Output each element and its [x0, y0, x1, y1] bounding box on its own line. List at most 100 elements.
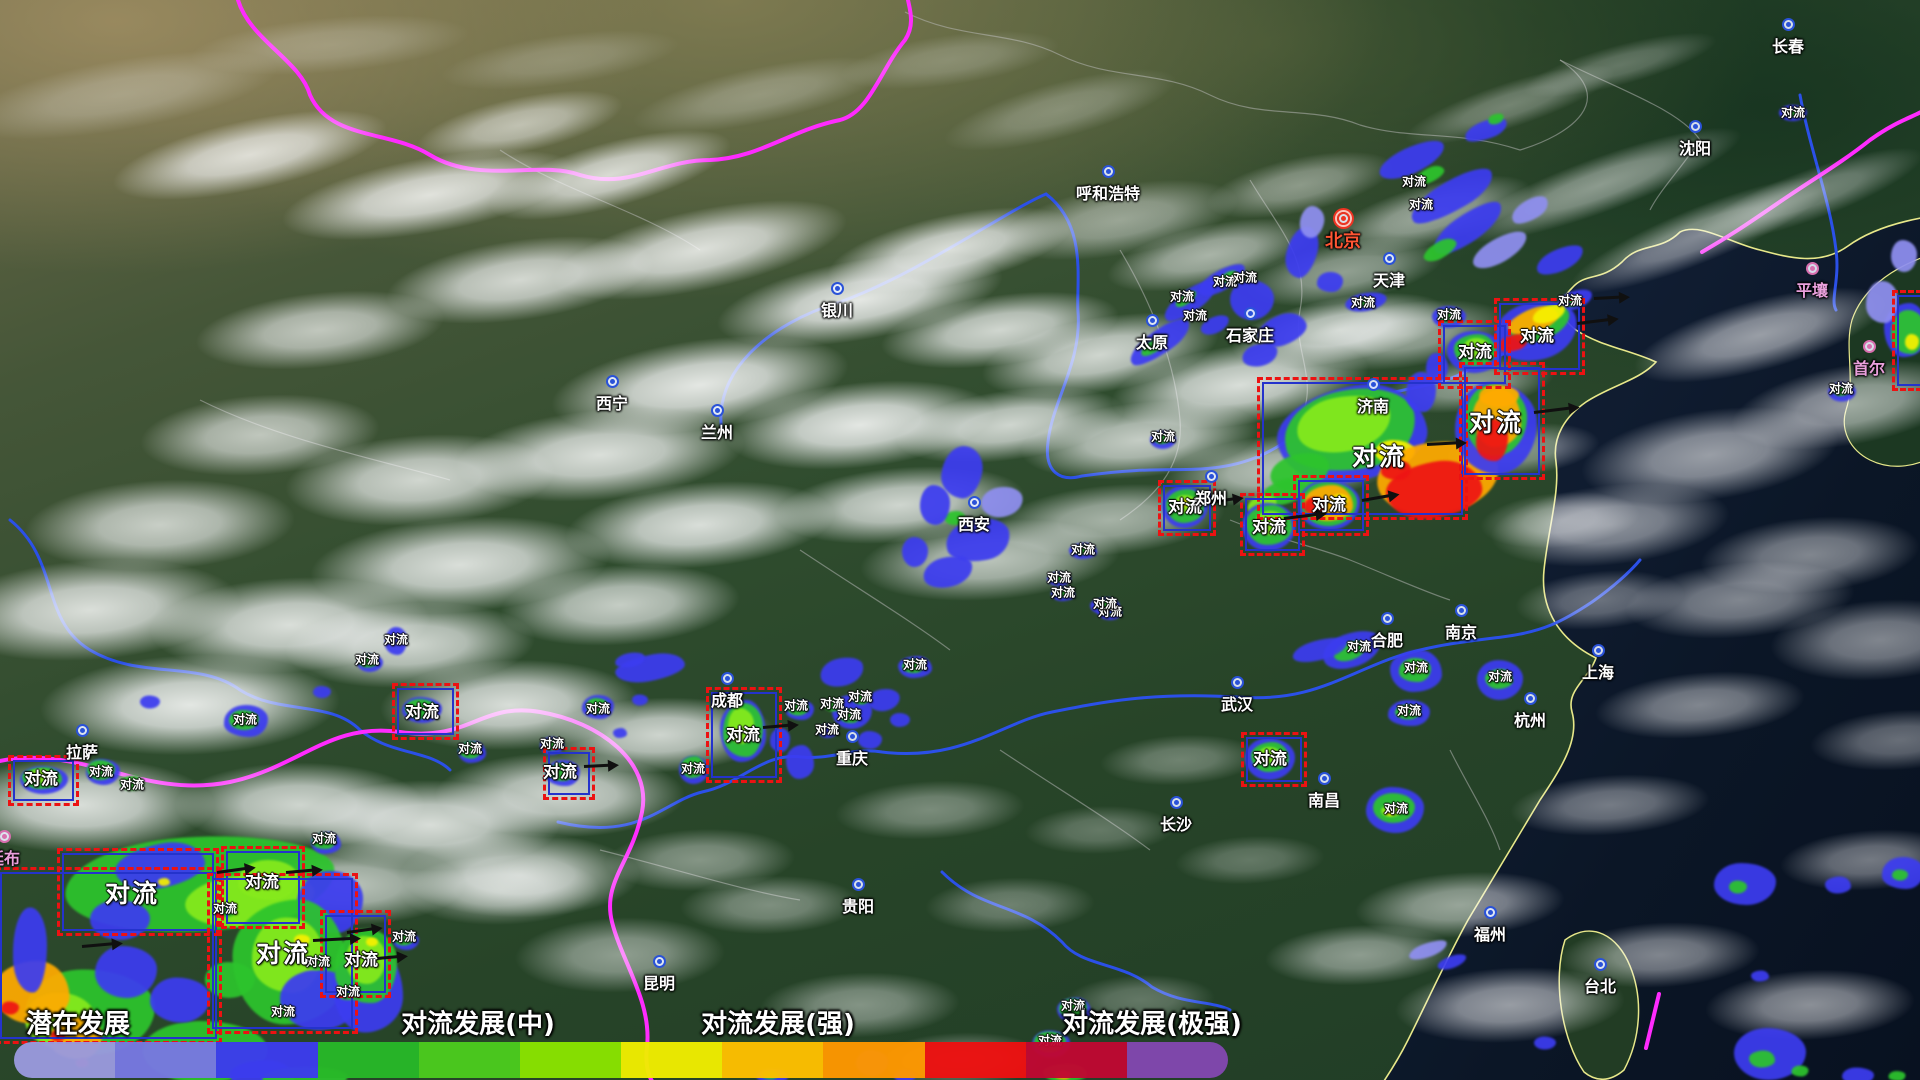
city-marker-太原: 太原 — [1136, 314, 1168, 353]
convection-label: 对流 — [1097, 604, 1123, 619]
city-name: 拉萨 — [65, 743, 99, 762]
convection-blob-red — [1476, 419, 1508, 461]
convection-blob-blue — [1825, 876, 1851, 894]
city-dot-icon — [1523, 692, 1537, 705]
city-marker-北京: 北京 — [1325, 212, 1361, 253]
convection-label: 对流 — [539, 736, 565, 751]
convection-label: 对流 — [847, 689, 873, 704]
legend-label-strong: 对流发展(强) — [701, 1009, 855, 1040]
convection-blob-green_bright — [1258, 747, 1280, 763]
convection-label: 对流 — [1252, 517, 1286, 538]
convection-label: 对流 — [1828, 381, 1854, 396]
legend-color-segment — [216, 1042, 318, 1078]
convection-label: 对流 — [1092, 596, 1118, 611]
city-name: 平壤 — [1795, 281, 1829, 300]
convection-blob-green — [1892, 869, 1908, 881]
convection-blob-blue — [786, 745, 814, 779]
convection-warning-box — [221, 846, 305, 929]
nk-border — [1700, 110, 1920, 254]
city-marker-台北: 台北 — [1584, 958, 1616, 997]
convection-blob-green — [586, 698, 608, 714]
convection-blob-green — [944, 511, 966, 525]
city-dot-icon — [710, 404, 724, 417]
city-dot-icon — [1336, 212, 1350, 225]
city-name: 南京 — [1444, 623, 1478, 642]
city-name: 上海 — [1581, 663, 1615, 682]
legend-color-segment — [621, 1042, 723, 1078]
convection-label: 对流 — [405, 702, 439, 723]
city-dot-icon — [1366, 378, 1380, 391]
legend-color-segment — [317, 1042, 419, 1078]
convection-label: 对流 — [1312, 495, 1346, 516]
legend-label-potential: 潜在发展 — [25, 1009, 131, 1040]
city-marker-长沙: 长沙 — [1160, 796, 1192, 835]
convection-label: 对流 — [1487, 669, 1513, 684]
city-marker-银川: 银川 — [821, 282, 853, 321]
city-marker-福州: 福州 — [1474, 906, 1506, 945]
convection-blob-green — [1888, 1071, 1906, 1080]
convection-label: 对流 — [1253, 749, 1287, 770]
city-marker-拉萨: 拉萨 — [66, 724, 98, 763]
convection-blob-green — [543, 739, 559, 751]
convection-blob-green — [1786, 109, 1798, 117]
legend-color-segment — [924, 1042, 1026, 1078]
convection-label: 对流 — [1232, 270, 1258, 285]
convection-label: 对流 — [1350, 295, 1376, 310]
convection-label: 对流 — [1046, 570, 1072, 585]
convection-label: 对流 — [726, 725, 760, 746]
legend-color-segment — [418, 1042, 520, 1078]
convection-label: 对流 — [255, 939, 311, 968]
convection-blob-red — [50, 1030, 66, 1042]
convection-label: 对流 — [1169, 289, 1195, 304]
convection-blob-green — [1354, 297, 1372, 307]
city-name: 首尔 — [1852, 359, 1886, 378]
city-name: 兰州 — [700, 423, 734, 442]
city-marker-济南: 济南 — [1357, 378, 1389, 417]
city-marker-武汉: 武汉 — [1221, 676, 1253, 715]
convection-label: 对流 — [383, 632, 409, 647]
convection-label: 对流 — [1468, 408, 1524, 437]
convection-label: 对流 — [119, 777, 145, 792]
city-dot-icon — [1591, 644, 1605, 657]
city-dot-icon — [1862, 340, 1876, 353]
convection-blob-blue — [1534, 1036, 1556, 1050]
convection-warning-box — [392, 683, 459, 740]
city-name: 武汉 — [1220, 695, 1254, 714]
convection-label: 对流 — [1520, 326, 1554, 347]
city-name: 重庆 — [835, 749, 869, 768]
convection-label: 对流 — [335, 984, 361, 999]
city-marker-首尔: 首尔 — [1853, 340, 1885, 379]
convection-warning-box — [1241, 732, 1307, 787]
convection-blob-green — [1485, 669, 1513, 689]
convection-label: 对流 — [1403, 660, 1429, 675]
convection-label: 对流 — [543, 762, 577, 783]
convection-blob-green — [394, 932, 414, 946]
convection-blob-green — [405, 699, 437, 719]
city-dot-icon — [830, 282, 844, 295]
convection-blob-green — [681, 756, 705, 778]
convection-label: 对流 — [819, 696, 845, 711]
convection-blob-blue — [150, 977, 210, 1023]
city-marker-郑州: 郑州 — [1195, 470, 1227, 509]
convection-blob-green_bright — [1413, 663, 1427, 673]
city-marker-重庆: 重庆 — [836, 730, 868, 769]
convection-warning-box — [8, 755, 79, 806]
convection-blob-blue — [13, 907, 47, 993]
city-dot-icon — [967, 496, 981, 509]
legend-label-medium: 对流发展(中) — [401, 1009, 555, 1040]
convection-label: 对流 — [1060, 998, 1086, 1013]
convection-blob-green_bright — [728, 708, 754, 744]
convection-blob-green — [824, 698, 842, 712]
convection-label: 对流 — [354, 652, 380, 667]
city-marker-合肥: 合肥 — [1371, 612, 1403, 651]
legend-label-extreme: 对流发展(极强) — [1062, 1009, 1242, 1040]
convection-blob-blue — [890, 713, 910, 727]
convection-blob-green — [1059, 998, 1087, 1018]
convection-warning-box — [1293, 475, 1369, 536]
convection-blob-periwinkle — [1866, 281, 1898, 323]
convection-label: 对流 — [1346, 639, 1372, 654]
convection-blob-blue — [1751, 970, 1769, 982]
